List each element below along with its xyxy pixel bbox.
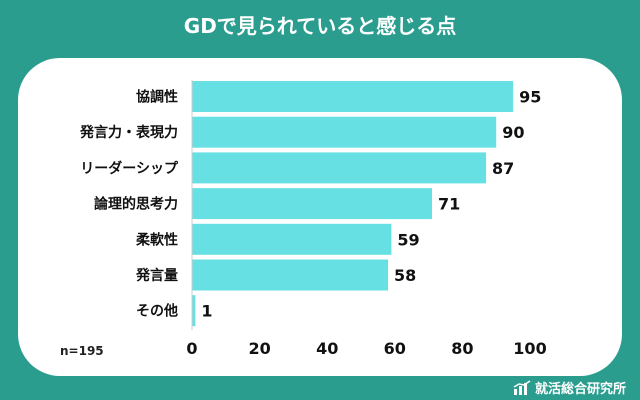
data-label: 59	[397, 230, 419, 249]
value-labels: 95 90 87 71 59 58 1	[201, 88, 541, 321]
brand-name: 就活総合研究所	[534, 382, 626, 397]
tick-label: 20	[248, 339, 270, 358]
tick-label: 60	[384, 339, 406, 358]
data-label: 1	[201, 302, 212, 321]
data-label: 71	[438, 195, 460, 214]
bar	[192, 259, 389, 291]
bar	[192, 116, 497, 148]
bar	[192, 223, 392, 255]
bar	[192, 81, 514, 112]
category-label: 協調性	[136, 89, 178, 106]
x-tick-labels: 0 20 40 60 80 100	[186, 339, 546, 358]
bar-chart-logo-icon	[513, 379, 531, 395]
bar	[192, 295, 196, 327]
bar	[192, 152, 487, 184]
tick-label: 40	[316, 339, 338, 358]
category-label: その他	[136, 303, 178, 320]
category-label: 柔軟性	[135, 231, 178, 248]
data-label: 58	[394, 266, 416, 285]
category-label: リーダーシップ	[80, 160, 179, 177]
bar	[192, 188, 432, 220]
data-label: 87	[492, 159, 514, 178]
chart-title: GDで見られていると感じる点	[183, 14, 457, 38]
tick-label: 80	[451, 339, 473, 358]
category-label: 発言力・表現力	[79, 124, 178, 141]
sample-size-note: n=195	[60, 344, 104, 358]
bars-layer	[192, 81, 514, 327]
brand: 就活総合研究所	[513, 378, 626, 397]
category-label: 論理的思考力	[94, 196, 178, 213]
data-label: 90	[502, 123, 524, 142]
category-label: 発言量	[135, 267, 178, 284]
tick-label: 100	[513, 339, 546, 358]
tick-label: 0	[186, 339, 197, 358]
data-label: 95	[519, 88, 541, 107]
